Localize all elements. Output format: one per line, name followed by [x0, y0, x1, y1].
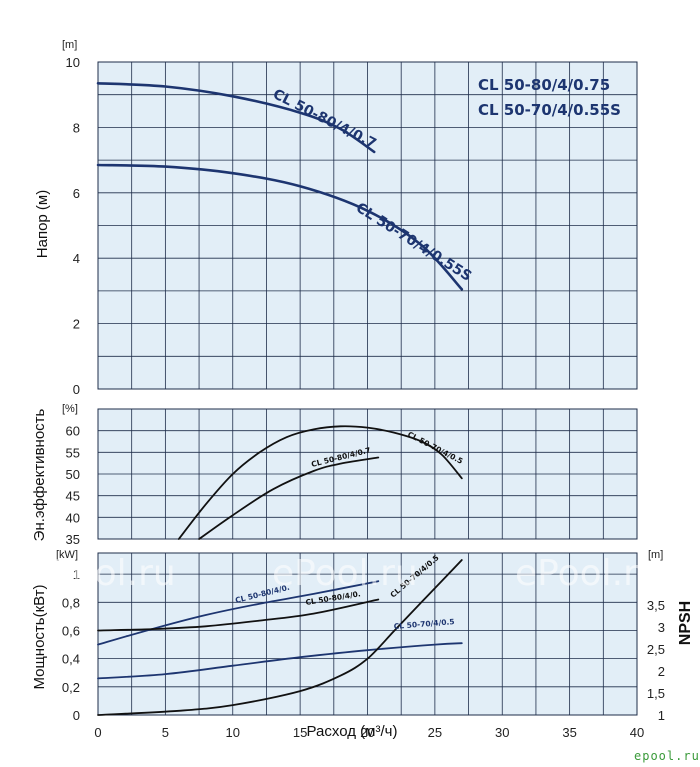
npsh-axis-label: NPSH [677, 601, 694, 645]
npsh-tick-label: 3,5 [647, 598, 665, 613]
head-series [96, 82, 464, 291]
efficiency-y-ticks: 35 40 45 50 55 60 [66, 424, 80, 547]
x-tick-label: 30 [495, 725, 509, 740]
y-tick-label: 0 [73, 382, 80, 397]
watermark-1: ePool.ru [30, 553, 176, 594]
npsh-unit: [m] [648, 549, 663, 561]
head-y-axis-label: Напор (м) [34, 190, 51, 258]
y-tick-label: 0 [73, 708, 80, 723]
head-unit: [m] [62, 39, 77, 51]
y-tick-label: 0,4 [62, 652, 80, 667]
watermark-2: ePool.ru [272, 553, 418, 594]
x-tick-label: 5 [162, 725, 169, 740]
series-line-cl-50-70-4-0-55s [97, 559, 463, 716]
head-grid [97, 61, 638, 390]
x-tick-label: 10 [226, 725, 240, 740]
npsh-right-ticks: 1 1,5 2 2,5 3 3,5 [647, 598, 665, 723]
y-tick-label: 1 [73, 567, 80, 582]
x-axis-label: Расход (м³/ч) [307, 723, 398, 740]
x-tick-label: 15 [293, 725, 307, 740]
head-panel: 0 2 4 6 8 10 [m] Напор (м) CL 50-80/4/0.75 CL… [0, 0, 638, 397]
series-line-cl-50-80-4-0-75 [96, 82, 376, 154]
npsh-tick-label: 3 [658, 620, 665, 635]
power-y-ticks: 0 0,2 0,4 0,6 0,8 1 [62, 567, 80, 723]
y-tick-label: 2 [73, 317, 80, 332]
x-ticks: 0 5 10 15 20 25 30 35 40 [94, 725, 644, 740]
y-tick-label: 35 [66, 532, 80, 547]
x-tick-label: 35 [562, 725, 576, 740]
efficiency-unit: [%] [62, 403, 78, 415]
efficiency-series [177, 425, 463, 540]
watermarks: ePool.ru ePool.ru ePool.ru [30, 553, 661, 594]
efficiency-y-axis-label: Эн.эффективность [31, 408, 48, 541]
npsh-tick-label: 2 [658, 664, 665, 679]
x-tick-label: 20 [360, 725, 374, 740]
brand-logo: epool.ru [634, 749, 700, 763]
series-line-cl-50-70-4-0-55s [96, 163, 464, 291]
y-tick-label: 60 [66, 424, 80, 439]
y-tick-label: 4 [73, 251, 80, 266]
y-tick-label: 8 [73, 120, 80, 135]
npsh-tick-label: 1 [658, 708, 665, 723]
power-unit: [kW] [56, 549, 78, 561]
y-tick-label: 55 [66, 445, 80, 460]
y-tick-label: 45 [66, 489, 80, 504]
y-tick-label: 10 [66, 55, 80, 70]
series-line-cl-50-80-4-0-75 [97, 598, 380, 632]
legend-model-1: CL 50-80/4/0.75 [478, 76, 610, 94]
legend-model-2: CL 50-70/4/0.55S [478, 101, 621, 119]
series-line-cl-50-70-4-0-55s [97, 642, 463, 680]
y-tick-label: 50 [66, 467, 80, 482]
power-series [97, 559, 463, 716]
efficiency-grid [97, 408, 638, 540]
y-tick-label: 0,8 [62, 595, 80, 610]
power-y-axis-label: Мощность(кВт) [31, 584, 48, 689]
y-tick-label: 0,6 [62, 623, 80, 638]
x-tick-label: 0 [94, 725, 101, 740]
npsh-tick-label: 1,5 [647, 686, 665, 701]
watermark-3: ePool.ru [515, 553, 661, 594]
series-line-cl-50-80-4-0-75 [198, 456, 380, 540]
head-y-ticks: 0 2 4 6 8 10 [66, 55, 80, 397]
x-tick-label: 40 [630, 725, 644, 740]
y-tick-label: 0,2 [62, 680, 80, 695]
y-tick-label: 6 [73, 186, 80, 201]
npsh-tick-label: 2,5 [647, 642, 665, 657]
series-line-cl-50-70-4-0-55s [177, 425, 463, 540]
y-tick-label: 40 [66, 510, 80, 525]
x-tick-label: 25 [428, 725, 442, 740]
